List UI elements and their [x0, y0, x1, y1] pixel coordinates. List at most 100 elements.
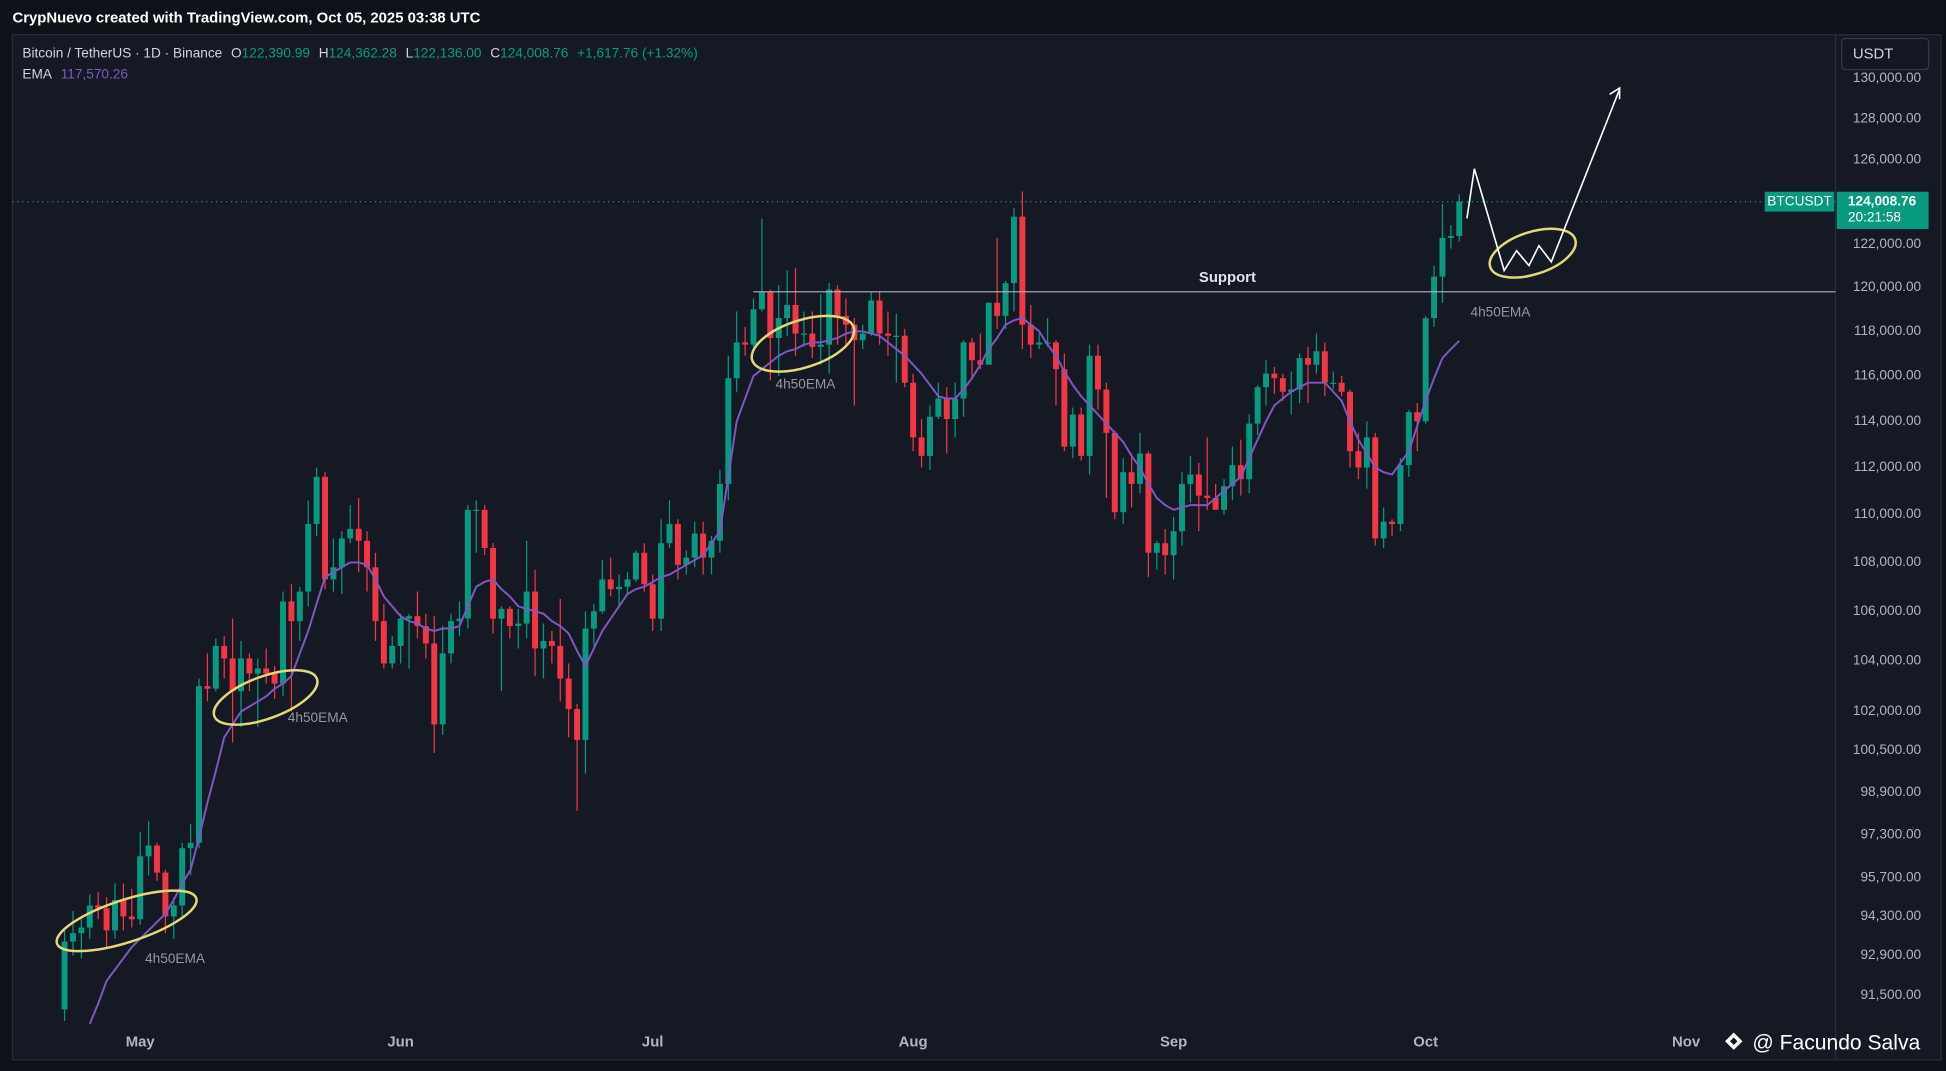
- candle-body: [1439, 237, 1446, 277]
- candle-body: [347, 528, 354, 539]
- countdown: 20:21:58: [1848, 209, 1901, 224]
- candle-body: [985, 302, 992, 365]
- indicator-legend: EMA 117,570.26: [22, 66, 128, 81]
- candle-body: [296, 591, 303, 622]
- candle-body: [162, 872, 169, 917]
- candle-body: [1237, 465, 1244, 480]
- candle-body: [1372, 437, 1379, 539]
- candle-body: [481, 509, 488, 548]
- x-tick-label: Oct: [1413, 1034, 1438, 1050]
- candle-body: [1397, 465, 1404, 525]
- candle-body: [725, 378, 732, 484]
- symbol-tag: BTCUSDT: [1767, 193, 1832, 208]
- highlight-ellipse: [212, 668, 319, 726]
- candle-body: [456, 618, 463, 622]
- candle-body: [1061, 369, 1068, 447]
- y-tick-label: 110,000.00: [1854, 506, 1922, 521]
- y-tick-label: 95,700.00: [1860, 870, 1921, 885]
- candle-body: [1338, 382, 1345, 392]
- y-tick-label: 128,000.00: [1853, 111, 1922, 126]
- currency-button[interactable]: [1841, 37, 1930, 71]
- y-tick-label: 114,000.00: [1854, 413, 1922, 428]
- ohlc-value: 122,136.00: [413, 45, 482, 60]
- candle-body: [683, 557, 690, 565]
- candle-body: [918, 437, 925, 456]
- candle-body: [935, 398, 942, 417]
- candle-body: [473, 509, 480, 512]
- candle-body: [506, 608, 513, 627]
- candle-body: [1036, 342, 1043, 345]
- y-tick-label: 91,500.00: [1860, 987, 1921, 1002]
- candle-body: [464, 509, 471, 619]
- candle-body: [338, 538, 345, 568]
- candle-body: [431, 643, 438, 725]
- annotation: 4h50EMA: [288, 710, 349, 725]
- projection-arrow: [1466, 89, 1621, 273]
- candle-body: [582, 628, 589, 740]
- candle-body: [1120, 472, 1127, 513]
- candle-body: [1195, 474, 1202, 496]
- candle-body: [355, 528, 362, 541]
- candle-body: [590, 611, 597, 629]
- candle-body: [112, 899, 118, 931]
- annotation: 4h50EMA: [776, 376, 837, 391]
- candle-body: [716, 483, 723, 541]
- candle-body: [1069, 414, 1076, 447]
- candle-body: [364, 540, 371, 568]
- candle-body: [1187, 474, 1194, 484]
- candle-body: [1296, 358, 1303, 390]
- y-tick-label: 100,500.00: [1853, 742, 1922, 757]
- candle-body: [540, 640, 547, 649]
- candle-body: [893, 335, 900, 337]
- ohlc-value: 122,390.99: [242, 45, 310, 60]
- candle-body: [817, 344, 824, 347]
- candle-body: [1010, 216, 1017, 284]
- candle-body: [1380, 521, 1387, 539]
- candle-body: [1305, 358, 1312, 365]
- candle-body: [120, 899, 127, 917]
- x-tick-label: Jun: [387, 1034, 413, 1050]
- candle-body: [263, 668, 270, 674]
- candle-body: [1221, 486, 1227, 510]
- candle-body: [128, 916, 135, 920]
- candle-body: [1330, 382, 1337, 384]
- plot-frame: [11, 34, 1942, 1061]
- candle-body: [1019, 216, 1026, 325]
- candle-body: [254, 668, 261, 674]
- candle-body: [1288, 389, 1295, 392]
- ohlc-value: 124,362.28: [329, 45, 397, 60]
- candle-body: [372, 567, 379, 622]
- candle-body: [1002, 283, 1009, 316]
- candle-body: [1447, 235, 1454, 238]
- candle-body: [1027, 324, 1034, 345]
- candle-body: [86, 905, 93, 928]
- candle-body: [876, 300, 883, 334]
- candle-body: [288, 601, 295, 622]
- candle-body: [557, 645, 564, 679]
- candle-body: [599, 579, 606, 612]
- currency-label[interactable]: USDT: [1853, 47, 1894, 63]
- candle-body: [574, 709, 581, 740]
- y-tick-label: 92,900.00: [1860, 947, 1921, 962]
- candle-body: [154, 845, 160, 873]
- candle-body: [1111, 432, 1118, 513]
- x-tick-label: Jul: [642, 1034, 664, 1050]
- candle-body: [1204, 495, 1211, 498]
- candle-body: [666, 524, 673, 544]
- candle-body: [95, 905, 102, 909]
- candle-body: [641, 552, 648, 585]
- candle-body: [229, 658, 236, 692]
- symbol-title: Bitcoin / TetherUS · 1D · Binance: [22, 45, 222, 60]
- ohlc-key: L: [406, 45, 414, 60]
- candle-body: [448, 621, 455, 654]
- candle-body: [565, 678, 572, 710]
- candle-body: [61, 941, 68, 1010]
- y-tick-label: 94,300.00: [1860, 908, 1921, 923]
- candle-body: [271, 673, 278, 684]
- candle-body: [170, 905, 177, 917]
- candle-body: [977, 360, 984, 365]
- y-tick-label: 130,000.00: [1853, 70, 1922, 85]
- candle-body: [196, 686, 202, 843]
- legend-line: Bitcoin / TetherUS · 1D · Binance O122,3…: [22, 45, 697, 60]
- y-tick-label: 98,900.00: [1860, 784, 1921, 799]
